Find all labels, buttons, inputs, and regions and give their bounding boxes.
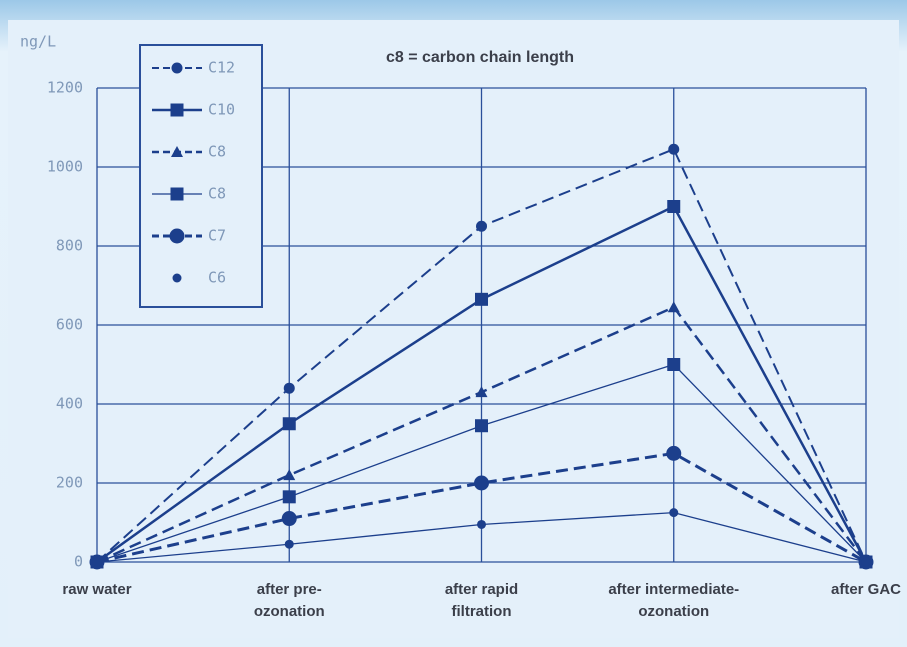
y-tick-label: 0 [74, 553, 83, 571]
data-point [667, 358, 680, 371]
legend-label: C6 [208, 269, 226, 287]
y-tick-label: 800 [56, 237, 83, 255]
data-point [474, 476, 489, 491]
y-tick-label: 1200 [47, 79, 83, 97]
x-tick-label: raw water [62, 581, 131, 598]
legend-label: C8 [208, 185, 226, 203]
y-tick-label: 200 [56, 474, 83, 492]
legend-label: C10 [208, 101, 235, 119]
data-point [477, 520, 486, 529]
data-point [667, 200, 680, 213]
y-tick-label: 400 [56, 395, 83, 413]
data-point [476, 221, 487, 232]
legend-marker [171, 188, 184, 201]
x-tick-label: after GAC [831, 581, 901, 598]
legend-marker [170, 229, 185, 244]
y-tick-label: 600 [56, 316, 83, 334]
data-point [284, 383, 295, 394]
legend-label: C7 [208, 227, 226, 245]
legend: C12 C10 C8 C8 C7 C6 [140, 45, 262, 307]
y-axis-label: ng/L [20, 33, 56, 51]
legend-label: C8 [208, 143, 226, 161]
data-point [282, 511, 297, 526]
data-point [93, 558, 102, 567]
legend-marker [171, 104, 184, 117]
legend-marker [172, 63, 183, 74]
legend-label: C12 [208, 59, 235, 77]
data-point [283, 417, 296, 430]
data-point [668, 144, 679, 155]
chart-title: c8 = carbon chain length [386, 49, 574, 66]
page: {"chart_data": { "type": "line", "title"… [0, 0, 907, 647]
y-tick-label: 1000 [47, 158, 83, 176]
data-point [475, 293, 488, 306]
data-point [285, 540, 294, 549]
data-point [666, 446, 681, 461]
legend-box [140, 45, 262, 307]
legend-marker [173, 274, 182, 283]
data-point [669, 508, 678, 517]
chart: ng/L c8 = carbon chain length 0 200 400 600… [0, 0, 907, 647]
data-point [475, 419, 488, 432]
data-point [283, 490, 296, 503]
data-point [862, 558, 871, 567]
